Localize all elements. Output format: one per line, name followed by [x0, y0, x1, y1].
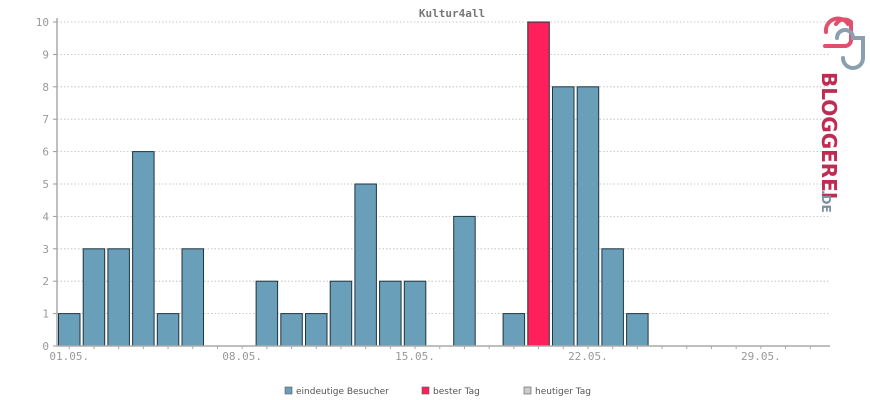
x-tick-label: 22.05.	[568, 350, 608, 363]
bar	[82, 248, 106, 347]
bar	[280, 313, 303, 347]
y-tick-label: 9	[42, 48, 49, 61]
grid	[57, 21, 830, 315]
bar	[305, 313, 328, 347]
y-tick-label: 3	[42, 243, 49, 256]
bar	[379, 280, 402, 347]
bar	[552, 86, 575, 347]
legend-label: heutiger Tag	[535, 387, 591, 397]
bar	[453, 215, 476, 347]
y-tick-label: 10	[36, 16, 49, 29]
x-axis-ticks: 01.05. 08.05. 15.05. 22.05. 29.05.	[49, 346, 811, 363]
x-tick-label: 01.05.	[49, 350, 89, 363]
y-tick-label: 5	[42, 178, 49, 191]
y-tick-label: 4	[42, 210, 49, 223]
bar	[156, 313, 180, 347]
bars	[58, 21, 649, 347]
legend-label: bester Tag	[433, 387, 480, 397]
bloggerei-logo-suffix: .DE	[819, 190, 833, 213]
bar	[502, 313, 526, 347]
bar	[576, 86, 600, 347]
y-tick-label: 7	[42, 113, 49, 126]
axes	[56, 18, 830, 347]
chart-title: Kultur4all	[419, 7, 485, 20]
legend-swatch	[284, 386, 293, 395]
bar	[181, 248, 204, 347]
y-tick-label: 8	[42, 81, 49, 94]
bloggerei-logo: BLOGGEREI .DE	[817, 16, 865, 213]
bar	[58, 313, 81, 347]
bar	[255, 280, 279, 347]
y-tick-label: 2	[42, 275, 49, 288]
bar	[626, 313, 649, 347]
y-axis-ticks: 0 1 2 3 4 5 6 7 8 9 10	[36, 16, 57, 353]
bloggerei-logo-icon	[823, 16, 865, 70]
legend-label: eindeutige Besucher	[296, 387, 389, 397]
legend-swatch	[421, 386, 430, 395]
bar	[354, 183, 377, 347]
x-tick-label: 29.05.	[741, 350, 781, 363]
legend-swatch	[523, 386, 532, 395]
bar	[601, 248, 624, 347]
bar	[527, 21, 550, 347]
bar	[403, 280, 427, 347]
bar	[107, 248, 130, 347]
bar	[132, 151, 155, 347]
legend: eindeutige Besucher bester Tag heutiger Ta…	[284, 386, 591, 397]
y-tick-label: 1	[42, 308, 49, 321]
y-tick-label: 6	[42, 146, 49, 159]
x-tick-label: 08.05.	[222, 350, 262, 363]
bloggerei-logo-text: BLOGGEREI	[817, 72, 841, 199]
y-tick-label: 0	[42, 340, 49, 353]
bar	[329, 280, 353, 347]
x-tick-label: 15.05.	[395, 350, 435, 363]
